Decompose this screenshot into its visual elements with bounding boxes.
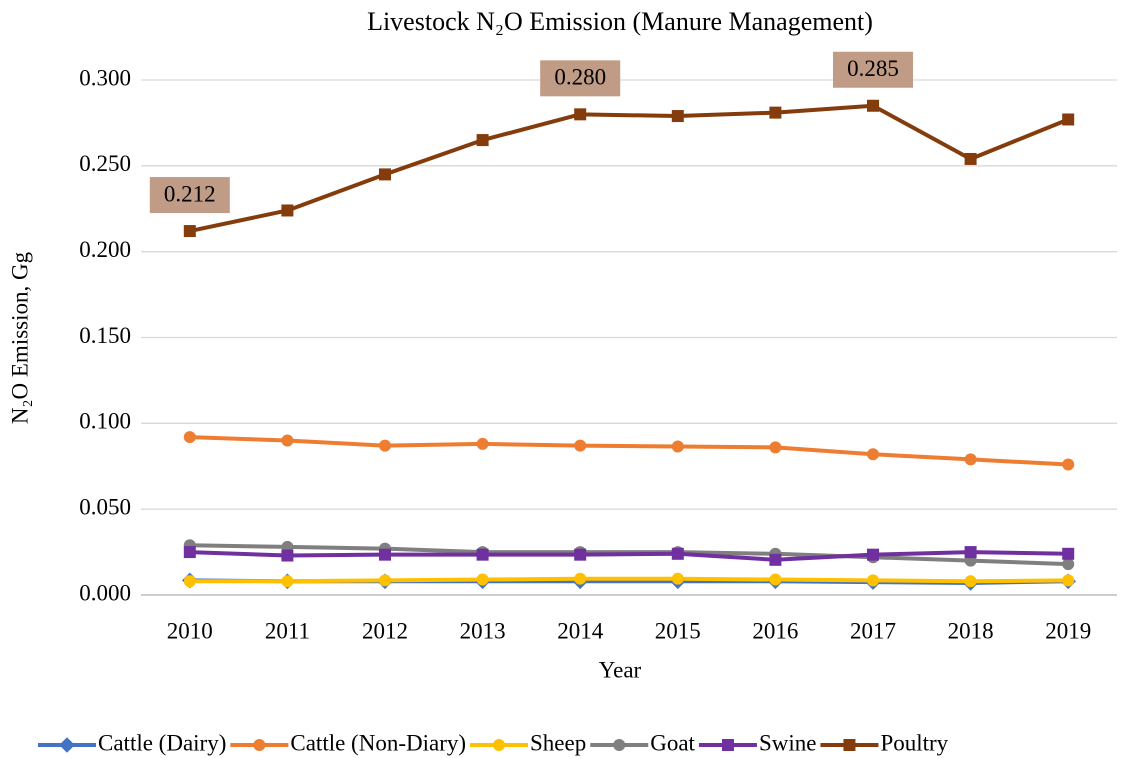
marker (253, 739, 266, 751)
marker (964, 546, 977, 559)
marker (183, 431, 196, 444)
legend-label: Goat (650, 730, 695, 755)
marker (574, 108, 587, 121)
marker (476, 548, 489, 561)
x-tick-label: 2011 (265, 618, 310, 643)
data-label-box (540, 60, 621, 97)
marker (1062, 547, 1075, 560)
marker (183, 225, 196, 238)
marker (574, 439, 587, 452)
marker (59, 737, 75, 753)
marker (1062, 574, 1075, 587)
marker (613, 739, 626, 751)
marker (769, 573, 782, 586)
x-tick-label: 2014 (557, 618, 604, 643)
y-tick-label: 0.050 (79, 494, 131, 519)
y-tick-label: 0.100 (79, 409, 131, 434)
series-line (189, 435, 1069, 467)
x-tick-label: 2019 (1045, 618, 1091, 643)
marker (183, 575, 196, 588)
marker (281, 575, 294, 588)
x-tick-label: 2013 (460, 618, 506, 643)
data-label-box (833, 51, 913, 88)
marker (379, 439, 391, 452)
x-tick-label: 2015 (655, 618, 701, 643)
marker (867, 448, 879, 461)
marker (476, 573, 489, 586)
marker (769, 441, 782, 454)
x-axis-label: Year (599, 657, 642, 682)
marker (183, 546, 196, 559)
marker (964, 453, 977, 466)
marker (671, 110, 684, 123)
marker (721, 739, 734, 751)
y-tick-label: 0.150 (79, 323, 131, 348)
data-label: 0.280 (554, 65, 606, 90)
legend-label: Sheep (530, 730, 586, 755)
marker (1062, 113, 1075, 126)
y-axis-label: N₂O Emission, Gg (7, 251, 32, 424)
marker (1062, 458, 1075, 471)
y-tick-label: 0.300 (79, 65, 131, 90)
legend-label: Poultry (880, 730, 948, 755)
marker (867, 548, 879, 561)
y-tick-label: 0.250 (79, 151, 131, 176)
marker (281, 204, 294, 217)
marker (379, 168, 391, 181)
x-tick-label: 2017 (850, 618, 896, 643)
marker (1062, 558, 1075, 571)
marker (476, 134, 489, 147)
legend-label: Cattle (Non-Diary) (290, 730, 466, 755)
marker (574, 572, 587, 585)
marker (493, 739, 506, 751)
series-line (189, 550, 1069, 562)
y-tick-label: 0.000 (79, 580, 131, 605)
marker (671, 547, 684, 560)
marker (843, 739, 856, 751)
marker (769, 106, 782, 119)
chart-title: Livestock N₂O Emission (Manure Managemen… (367, 7, 873, 36)
marker (671, 572, 684, 585)
x-tick-label: 2010 (167, 618, 213, 643)
marker (964, 152, 977, 165)
marker (867, 99, 879, 112)
marker (867, 574, 879, 587)
x-tick-label: 2012 (362, 618, 408, 643)
y-tick-label: 0.200 (79, 237, 131, 262)
x-tick-label: 2018 (948, 618, 994, 643)
marker (769, 553, 782, 566)
series-line (189, 543, 1069, 567)
marker (476, 437, 489, 450)
marker (379, 548, 391, 561)
legend-label: Swine (759, 730, 817, 755)
marker (379, 574, 391, 587)
data-label: 0.212 (164, 181, 216, 206)
series-line (189, 576, 1069, 584)
data-label-box (149, 177, 230, 214)
x-tick-label: 2016 (752, 618, 798, 643)
marker (574, 548, 587, 561)
data-label: 0.285 (847, 56, 899, 81)
marker (281, 434, 294, 447)
marker (281, 549, 294, 562)
legend-label: Cattle (Dairy) (98, 730, 226, 755)
marker (671, 440, 684, 453)
marker (964, 575, 977, 588)
series-line (189, 103, 1069, 234)
